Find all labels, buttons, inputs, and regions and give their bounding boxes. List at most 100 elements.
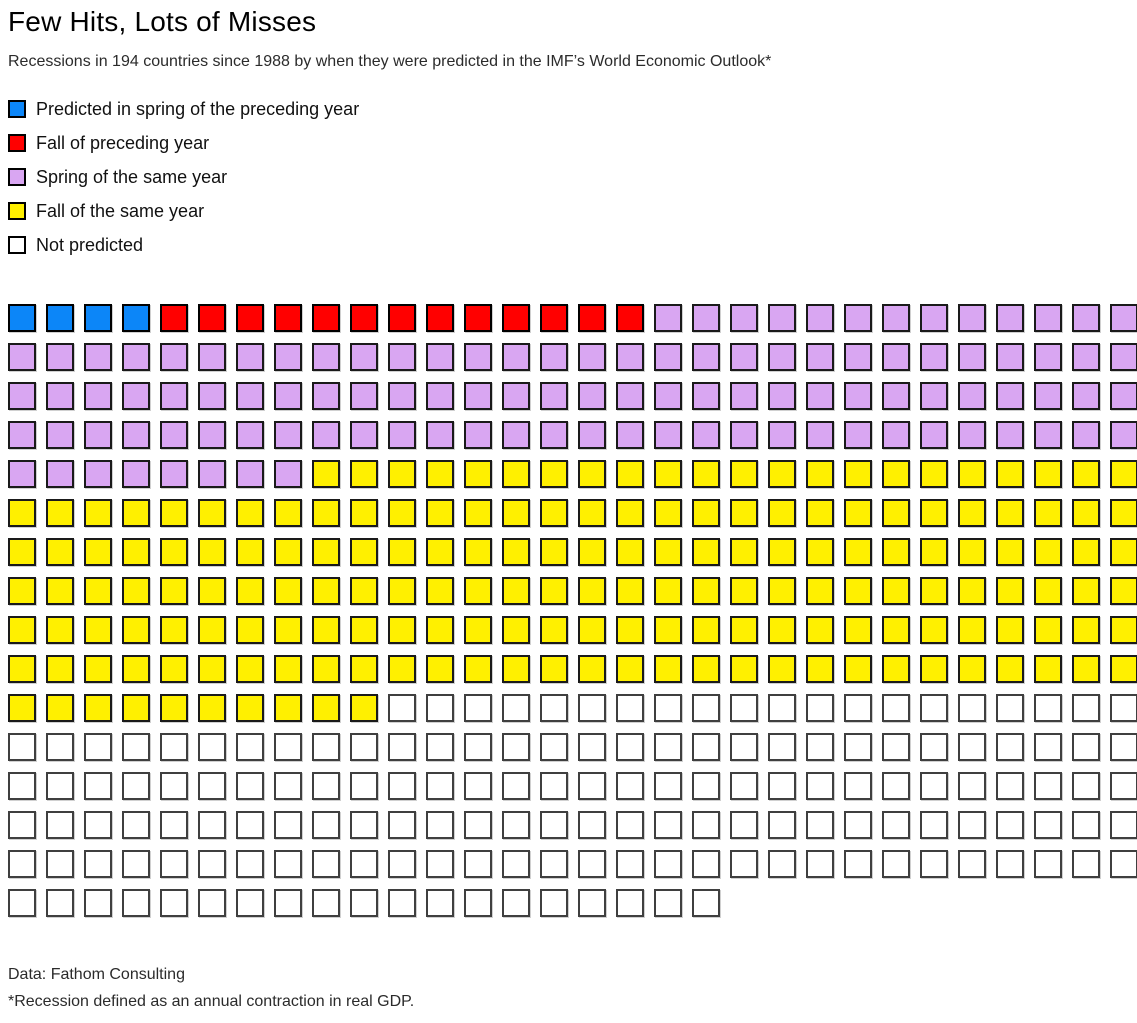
waffle-cell-not_predicted xyxy=(464,850,492,878)
waffle-cell-spring_same_year xyxy=(768,343,796,371)
waffle-cell-spring_same_year xyxy=(122,460,150,488)
waffle-cell-not_predicted xyxy=(768,733,796,761)
waffle-cell-fall_same_year xyxy=(1072,616,1100,644)
waffle-cell-not_predicted xyxy=(996,733,1024,761)
waffle-cell-fall_same_year xyxy=(274,538,302,566)
waffle-cell-fall_same_year xyxy=(312,616,340,644)
waffle-cell-not_predicted xyxy=(122,772,150,800)
footnote: *Recession defined as an annual contract… xyxy=(8,993,415,1010)
waffle-cell-not_predicted xyxy=(426,811,454,839)
waffle-cell-fall_same_year xyxy=(388,460,416,488)
waffle-cell-fall_same_year xyxy=(274,499,302,527)
waffle-cell-fall_same_year xyxy=(730,616,758,644)
waffle-cell-spring_same_year xyxy=(768,304,796,332)
waffle-cell-fall_same_year xyxy=(426,460,454,488)
waffle-cell-fall_same_year xyxy=(464,577,492,605)
legend-label: Predicted in spring of the preceding yea… xyxy=(36,98,360,119)
waffle-cell-not_predicted xyxy=(274,733,302,761)
waffle-cell-not_predicted xyxy=(502,772,530,800)
waffle-cell-not_predicted xyxy=(312,733,340,761)
legend-item-spring_same_year: Spring of the same year xyxy=(8,165,1137,189)
waffle-cell-fall_same_year xyxy=(844,460,872,488)
waffle-cell-fall_same_year xyxy=(122,694,150,722)
waffle-cell-not_predicted xyxy=(996,694,1024,722)
waffle-cell-not_predicted xyxy=(806,733,834,761)
waffle-cell-fall_same_year xyxy=(160,655,188,683)
waffle-cell-spring_same_year xyxy=(1072,343,1100,371)
waffle-cell-not_predicted xyxy=(8,889,36,917)
waffle-cell-spring_same_year xyxy=(920,304,948,332)
waffle-cell-not_predicted xyxy=(1034,733,1062,761)
waffle-cell-fall_same_year xyxy=(502,577,530,605)
waffle-cell-fall_same_year xyxy=(958,616,986,644)
waffle-cell-not_predicted xyxy=(920,850,948,878)
waffle-cell-spring_same_year xyxy=(958,343,986,371)
waffle-cell-not_predicted xyxy=(312,772,340,800)
waffle-cell-not_predicted xyxy=(616,811,644,839)
waffle-cell-fall_same_year xyxy=(350,655,378,683)
waffle-cell-fall_same_year xyxy=(844,499,872,527)
waffle-cell-not_predicted xyxy=(654,811,682,839)
waffle-cell-fall_same_year xyxy=(882,460,910,488)
waffle-cell-spring_same_year xyxy=(844,421,872,449)
waffle-cell-spring_same_year xyxy=(388,343,416,371)
legend-swatch-icon xyxy=(8,236,26,254)
waffle-cell-spring_same_year xyxy=(236,460,264,488)
data-source: Data: Fathom Consulting xyxy=(8,966,185,983)
waffle-cell-not_predicted xyxy=(692,772,720,800)
waffle-cell-fall_same_year xyxy=(692,577,720,605)
waffle-cell-spring_same_year xyxy=(464,382,492,410)
waffle-cell-not_predicted xyxy=(388,850,416,878)
waffle-cell-fall_same_year xyxy=(616,460,644,488)
waffle-cell-spring_same_year xyxy=(920,343,948,371)
waffle-cell-not_predicted xyxy=(8,850,36,878)
waffle-cell-fall_same_year xyxy=(616,616,644,644)
waffle-cell-spring_same_year xyxy=(198,421,226,449)
waffle-cell-spring_same_year xyxy=(844,343,872,371)
legend: Predicted in spring of the preceding yea… xyxy=(8,97,1137,257)
waffle-cell-spring_same_year xyxy=(312,343,340,371)
legend-swatch-icon xyxy=(8,134,26,152)
waffle-cell-fall_same_year xyxy=(692,460,720,488)
waffle-cell-fall_same_year xyxy=(236,616,264,644)
waffle-cell-fall_same_year xyxy=(350,538,378,566)
waffle-cell-not_predicted xyxy=(274,850,302,878)
waffle-cell-not_predicted xyxy=(84,811,112,839)
waffle-cell-fall_same_year xyxy=(312,655,340,683)
waffle-cell-spring_same_year xyxy=(616,343,644,371)
waffle-cell-not_predicted xyxy=(464,733,492,761)
waffle-cell-fall_preceding_year xyxy=(198,304,226,332)
waffle-cell-fall_same_year xyxy=(844,616,872,644)
waffle-cell-spring_same_year xyxy=(654,304,682,332)
waffle-cell-fall_same_year xyxy=(84,655,112,683)
waffle-cell-fall_same_year xyxy=(540,616,568,644)
waffle-cell-spring_same_year xyxy=(464,343,492,371)
waffle-cell-not_predicted xyxy=(502,811,530,839)
waffle-cell-spring_same_year xyxy=(730,304,758,332)
waffle-cell-fall_same_year xyxy=(1110,616,1137,644)
waffle-cell-not_predicted xyxy=(8,811,36,839)
waffle-cell-spring_same_year xyxy=(274,421,302,449)
waffle-cell-fall_same_year xyxy=(8,694,36,722)
waffle-cell-not_predicted xyxy=(236,889,264,917)
waffle-cell-spring_same_year xyxy=(198,460,226,488)
waffle-cell-fall_same_year xyxy=(654,499,682,527)
waffle-cell-spring_same_year xyxy=(198,343,226,371)
waffle-cell-fall_same_year xyxy=(274,616,302,644)
waffle-cell-not_predicted xyxy=(274,889,302,917)
waffle-cell-fall_same_year xyxy=(198,616,226,644)
waffle-cell-fall_same_year xyxy=(996,577,1024,605)
waffle-cell-not_predicted xyxy=(122,733,150,761)
waffle-cell-fall_same_year xyxy=(236,499,264,527)
waffle-cell-not_predicted xyxy=(1110,850,1137,878)
waffle-cell-not_predicted xyxy=(844,733,872,761)
waffle-cell-not_predicted xyxy=(388,694,416,722)
waffle-cell-spring_preceding_year xyxy=(46,304,74,332)
waffle-cell-not_predicted xyxy=(350,889,378,917)
legend-label: Fall of the same year xyxy=(36,200,205,221)
waffle-cell-not_predicted xyxy=(1110,811,1137,839)
waffle-cell-not_predicted xyxy=(198,772,226,800)
waffle-cell-spring_same_year xyxy=(844,304,872,332)
waffle-cell-not_predicted xyxy=(920,772,948,800)
waffle-cell-fall_preceding_year xyxy=(616,304,644,332)
